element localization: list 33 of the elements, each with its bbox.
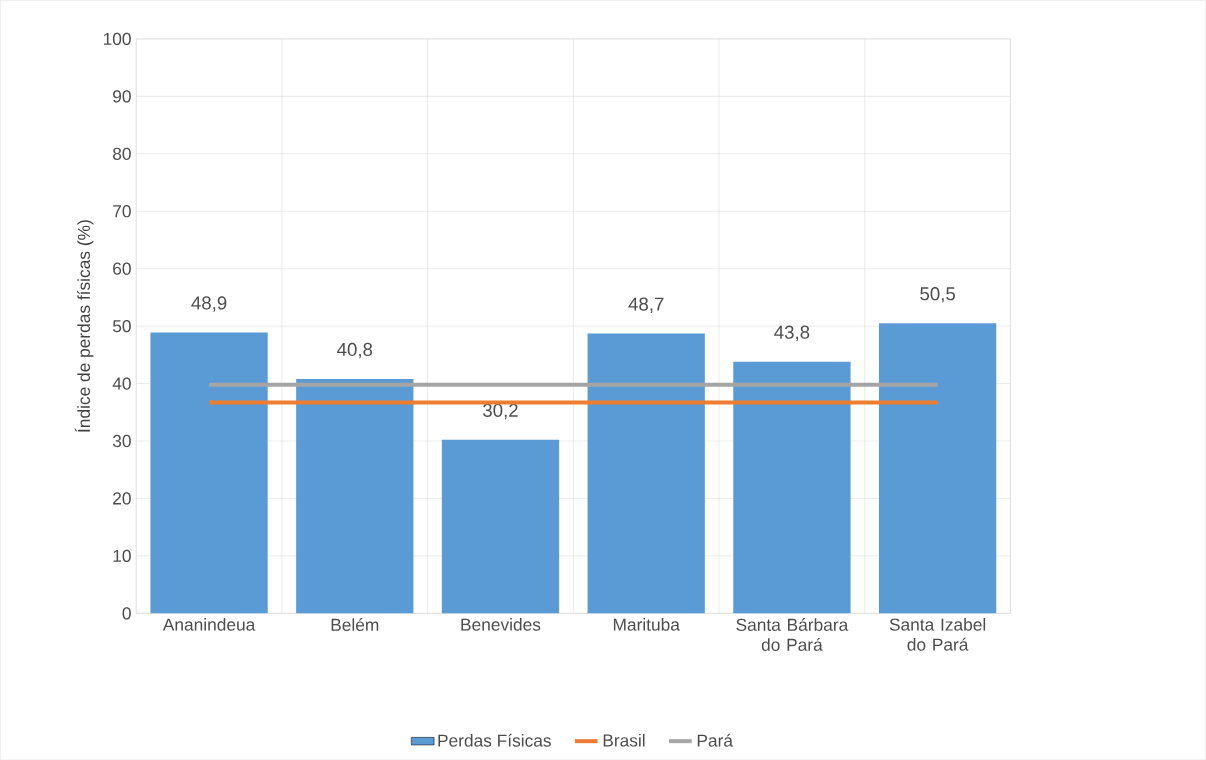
data-label: 50,5 xyxy=(920,287,955,303)
data-label: 30,2 xyxy=(483,403,518,420)
x-tick-label: Santa Bárbara do Pará xyxy=(736,617,849,651)
y-axis-title: Índice de perdas físicas (%) xyxy=(74,220,94,432)
data-label: 48,7 xyxy=(628,297,664,313)
y-tick-label: 0 xyxy=(122,607,131,620)
data-label: 40,8 xyxy=(337,342,373,359)
x-tick-label: Benevides xyxy=(461,617,541,631)
bar xyxy=(150,332,268,614)
bar xyxy=(733,361,851,614)
bar xyxy=(296,378,414,614)
x-tick-label: Marituba xyxy=(613,617,680,631)
y-tick-label: 80 xyxy=(112,147,131,160)
bar xyxy=(878,323,997,614)
y-tick-label: 30 xyxy=(112,434,131,448)
y-tick-label: 100 xyxy=(103,32,131,45)
x-tick-label: Santa Izabel do Pará xyxy=(889,617,986,651)
y-tick-label: 70 xyxy=(113,205,131,218)
y-tick-label: 50 xyxy=(112,319,131,333)
legend-label: Perdas Físicas xyxy=(438,733,551,747)
bar xyxy=(441,439,560,614)
y-tick-label: 20 xyxy=(113,492,131,505)
x-tick-label: Ananindeua xyxy=(162,617,256,631)
legend-label: Pará xyxy=(697,733,733,747)
y-tick-label: 90 xyxy=(113,90,131,103)
y-tick-label: 10 xyxy=(113,549,131,562)
data-label: 48,9 xyxy=(191,296,227,312)
legend-label: Brasil xyxy=(603,733,645,747)
y-tick-label: 60 xyxy=(113,262,131,275)
y-tick-label: 40 xyxy=(112,377,131,390)
data-label: 43,8 xyxy=(774,325,810,341)
bar xyxy=(587,333,705,614)
x-tick-label: Belém xyxy=(331,617,379,631)
